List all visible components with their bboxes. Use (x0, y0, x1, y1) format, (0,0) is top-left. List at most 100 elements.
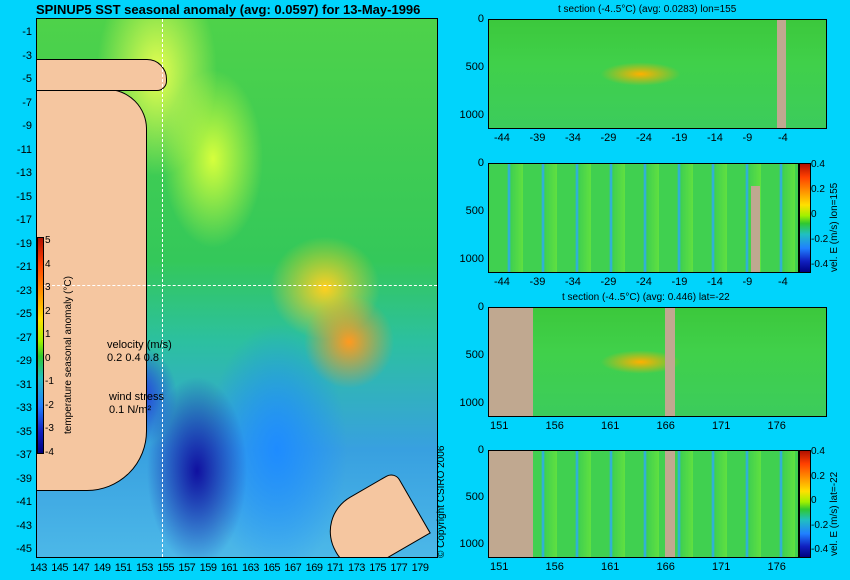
panel2-colorbar-tick: -0.4 (811, 259, 829, 270)
panel2-x-tick: -39 (529, 276, 546, 288)
map-y-tick: -11 (16, 143, 32, 156)
map-x-tick: 179 (411, 562, 429, 574)
panel4-x-tick: 171 (712, 561, 731, 573)
panel1-title: t section (-4..5°C) (avg: 0.0283) lon=15… (558, 4, 737, 15)
panel4-y-tick: 1000 (459, 538, 484, 550)
panel3-x-tick: 166 (656, 420, 675, 432)
map-x-tick: 165 (263, 562, 281, 574)
map-y-tick: -21 (16, 261, 32, 273)
panel3-y-tick: 1000 (459, 397, 484, 409)
lon-section-line (162, 19, 163, 557)
sst-colorbar-tick: 1 (45, 329, 51, 340)
panel1-x-tick: -14 (707, 132, 723, 144)
map-x-tick: 163 (242, 562, 259, 574)
velocity-label: velocity (m/s) (107, 339, 172, 351)
panel4-colorbar-tick: -0.2 (811, 519, 829, 531)
map-x-tick: 155 (157, 562, 175, 574)
panel4-x-tick: 156 (545, 561, 564, 573)
map-y-tick: -29 (16, 355, 32, 367)
panel1-x-tick: -34 (565, 132, 581, 144)
panel2-colorbar-tick: 0.4 (811, 159, 825, 170)
map-x-tick: 145 (51, 562, 69, 574)
panel2-y-tick: 1000 (459, 253, 484, 265)
panel4-colorbar-tick: 0 (811, 495, 817, 506)
new-zealand-landmass (315, 470, 431, 557)
panel4-coast (489, 451, 533, 557)
map-title: SPINUP5 SST seasonal anomaly (avg: 0.059… (36, 2, 421, 17)
panel1-x-tick: -29 (600, 132, 617, 144)
panel2-y-tick: 500 (465, 205, 484, 217)
panel4-colorbar-tick: -0.4 (811, 544, 829, 555)
map-x-tick: 157 (178, 562, 196, 574)
map-y-tick: -39 (16, 472, 32, 485)
map-x-tick: 149 (93, 562, 111, 574)
panel1-x-tick: -19 (671, 132, 688, 144)
panel3-land (665, 308, 675, 416)
australia-landmass (37, 89, 147, 491)
new-guinea-landmass (37, 59, 167, 91)
panel2-y-tick: 0 (477, 157, 484, 169)
wind-label: wind stress (109, 391, 165, 403)
panel3-section (488, 307, 827, 417)
map-x-tick: 171 (326, 562, 344, 574)
map-x-tick: 167 (284, 562, 302, 574)
map-y-tick: -25 (16, 308, 32, 320)
map-y-tick: -37 (16, 449, 32, 461)
panel3-coast (489, 308, 533, 416)
panel2-x-tick: -14 (707, 276, 723, 288)
map-y-tick: -17 (16, 214, 32, 226)
panel4-colorbar-tick: 0.2 (811, 470, 825, 482)
panel3-x-tick: 171 (712, 420, 731, 432)
panel3-x-tick: 151 (490, 420, 509, 432)
map-x-tick: 147 (72, 562, 90, 574)
panel4-colorbar-label: vel. E (m/s) lat=-22 (829, 471, 840, 556)
panel2-x-tick: -9 (742, 276, 753, 288)
sst-colorbar-tick: 2 (45, 305, 51, 317)
panel4-y-tick: 500 (465, 491, 484, 503)
wind-scale: 0.1 N/m² (109, 404, 152, 416)
map-x-tick: 151 (114, 562, 132, 574)
map-y-tick: -19 (16, 237, 32, 250)
panel1-section (488, 19, 827, 129)
sst-colorbar-tick: 5 (45, 235, 51, 246)
panel1-x-tick: -39 (529, 132, 546, 144)
map-y-tick: -41 (16, 496, 32, 508)
panel3-x-tick: 176 (767, 420, 786, 432)
panel1-x-tick: -24 (636, 132, 652, 144)
map-y-tick: -23 (16, 284, 32, 297)
panel2-x-tick: -4 (778, 276, 788, 288)
map-y-tick: -35 (16, 425, 32, 438)
sst-colorbar (37, 237, 44, 454)
panel2-x-tick: -44 (494, 276, 510, 288)
panel4-colorbar-tick: 0.4 (811, 446, 825, 457)
panel4-x-tick: 161 (601, 561, 620, 573)
panel2-colorbar-label: vel. E (m/s) lon=155 (829, 182, 840, 272)
panel2-x-tick: -24 (636, 276, 652, 288)
panel4-x-tick: 176 (767, 561, 786, 573)
map-y-tick: -5 (22, 73, 32, 85)
sst-colorbar-tick: -2 (45, 399, 54, 411)
sst-colorbar-tick: -4 (45, 446, 54, 458)
panel4-y-tick: 0 (477, 444, 484, 456)
panel3-x-tick: 156 (545, 420, 564, 432)
panel4-colorbar (799, 450, 811, 558)
panel2-land (751, 186, 760, 272)
map-y-tick: -13 (16, 167, 32, 179)
map-x-tick: 175 (369, 562, 387, 574)
sst-colorbar-tick: 4 (45, 258, 51, 270)
map-y-tick: -15 (16, 190, 32, 203)
map-y-tick: -9 (22, 120, 32, 132)
sst-colorbar-tick: -1 (45, 376, 54, 387)
sst-colorbar-tick: 3 (45, 282, 51, 293)
panel2-colorbar-tick: 0 (811, 209, 817, 220)
map-y-tick: -1 (22, 26, 32, 38)
panel2-colorbar (799, 163, 811, 273)
panel4-land (665, 451, 675, 557)
panel1-y-tick: 1000 (459, 109, 484, 121)
sst-map: 5 4 3 2 1 0 -1 -2 -3 -4 temperature seasonal anom… (36, 18, 438, 558)
panel3-y-tick: 0 (477, 301, 484, 313)
sst-colorbar-label: temperature seasonal anomaly (°C) (63, 276, 74, 434)
panel2-x-tick: -34 (565, 276, 581, 288)
panel3-title: t section (-4..5°C) (avg: 0.446) lat=-22 (562, 292, 730, 303)
map-y-tick: -3 (22, 49, 32, 62)
